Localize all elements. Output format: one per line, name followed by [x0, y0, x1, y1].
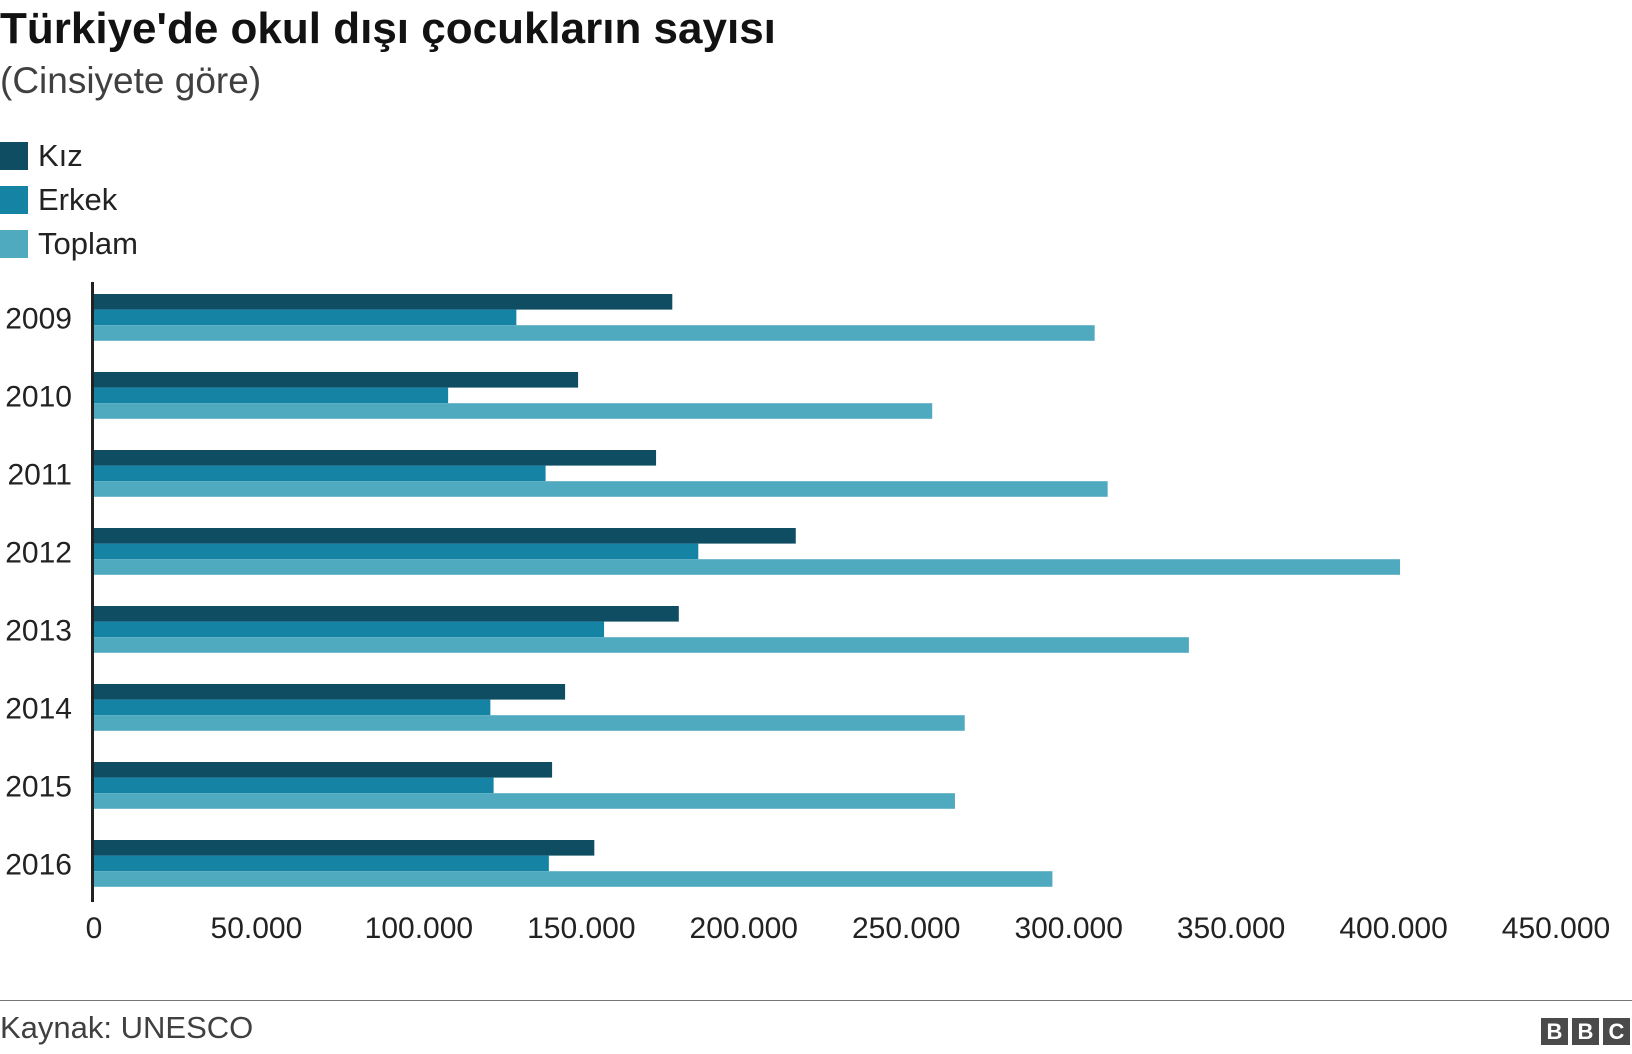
y-tick-label: 2011 — [7, 458, 72, 491]
x-tick-label: 450.000 — [1502, 912, 1610, 945]
bar-erkek-2009 — [94, 309, 517, 326]
bar-erkek-2016 — [94, 855, 549, 872]
legend-label-kiz: Kız — [38, 138, 83, 173]
bar-kız-2013 — [94, 606, 679, 622]
bar-chart: 2009 2010 2011 2012 2013 2014 2015 2016 0 50.000 1… — [5, 282, 1610, 945]
legend-label-toplam: Toplam — [38, 226, 138, 261]
x-tick-label: 0 — [86, 912, 103, 945]
legend-label-erkek: Erkek — [38, 182, 118, 217]
bar-kız-2010 — [94, 372, 579, 388]
bar-erkek-2015 — [94, 777, 494, 794]
bar-kız-2015 — [94, 762, 553, 778]
bar-erkek-2011 — [94, 465, 546, 482]
bar-kız-2012 — [94, 528, 796, 544]
bar-toplam-2009 — [94, 325, 1095, 341]
y-tick-label: 2013 — [5, 614, 72, 647]
legend: Kız Erkek Toplam — [0, 134, 138, 266]
x-tick-label: 250.000 — [852, 912, 960, 945]
x-tick-label: 350.000 — [1177, 912, 1285, 945]
legend-swatch-toplam — [0, 230, 28, 258]
source-note: Kaynak: UNESCO — [0, 1010, 254, 1045]
bbc-logo-letter: B — [1541, 1018, 1568, 1045]
bar-erkek-2013 — [94, 621, 605, 638]
y-tick-label: 2009 — [5, 302, 72, 335]
x-tick-label: 200.000 — [690, 912, 798, 945]
bar-toplam-2016 — [94, 871, 1053, 887]
legend-item-kiz: Kız — [0, 134, 138, 178]
bar-kız-2011 — [94, 450, 657, 466]
bar-toplam-2010 — [94, 403, 933, 419]
legend-swatch-kiz — [0, 142, 28, 170]
bbc-logo-letter: C — [1603, 1018, 1630, 1045]
footer-divider — [0, 1000, 1632, 1001]
y-tick-label: 2015 — [5, 770, 72, 803]
legend-swatch-erkek — [0, 186, 28, 214]
x-tick-label: 300.000 — [1014, 912, 1122, 945]
bar-kız-2016 — [94, 840, 595, 856]
bar-toplam-2014 — [94, 715, 965, 731]
bar-toplam-2015 — [94, 793, 955, 809]
x-tick-label: 150.000 — [527, 912, 635, 945]
bar-erkek-2012 — [94, 543, 699, 560]
bar-kız-2009 — [94, 294, 673, 310]
bbc-logo: B B C — [1541, 1018, 1630, 1045]
bar-toplam-2013 — [94, 637, 1189, 653]
bar-toplam-2011 — [94, 481, 1108, 497]
chart-title: Türkiye'de okul dışı çocukların sayısı — [0, 4, 776, 53]
bar-erkek-2014 — [94, 699, 491, 716]
chart-subtitle: (Cinsiyete göre) — [0, 60, 262, 101]
bbc-logo-letter: B — [1572, 1018, 1599, 1045]
x-tick-label: 400.000 — [1339, 912, 1447, 945]
y-tick-label: 2012 — [5, 536, 72, 569]
y-tick-label: 2016 — [5, 848, 72, 881]
legend-item-toplam: Toplam — [0, 222, 138, 266]
bar-kız-2014 — [94, 684, 566, 700]
bar-erkek-2010 — [94, 387, 449, 404]
y-tick-label: 2010 — [5, 380, 72, 413]
x-tick-label: 50.000 — [211, 912, 303, 945]
legend-item-erkek: Erkek — [0, 178, 138, 222]
x-tick-label: 100.000 — [365, 912, 473, 945]
y-tick-label: 2014 — [5, 692, 72, 725]
bar-toplam-2012 — [94, 559, 1401, 575]
